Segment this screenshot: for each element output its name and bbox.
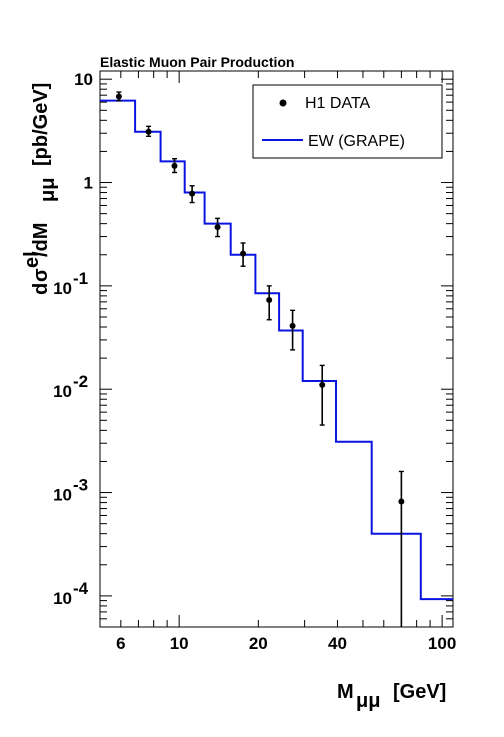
y-tick-label-5: 10 xyxy=(53,589,72,608)
data-point-2 xyxy=(171,162,178,169)
data-point-0 xyxy=(115,93,122,100)
grape-histogram xyxy=(100,99,453,601)
data-point-4 xyxy=(214,224,221,231)
data-points xyxy=(115,91,405,627)
legend-marker xyxy=(279,99,287,107)
y-tick-label-0: 10 xyxy=(74,70,93,89)
data-point-9 xyxy=(398,498,405,505)
legend-box xyxy=(252,84,443,159)
y-axis-label: d σ el /dM μμ [pb/GeV] xyxy=(21,83,59,295)
x-tick-label-6: 6 xyxy=(116,634,125,653)
x-axis-label-unit: [GeV] xyxy=(393,681,446,703)
grape-step-line xyxy=(100,99,453,601)
x-tick-label-100: 100 xyxy=(428,634,456,653)
y-tick-label-1: 1 xyxy=(84,174,93,193)
data-point-7 xyxy=(289,322,296,329)
y-tick-exp-5: -4 xyxy=(73,579,89,598)
y-axis-label-sub: μμ xyxy=(37,178,59,202)
y-tick-label-2: 10 xyxy=(53,279,72,298)
y-axis-label-sup: el xyxy=(21,251,43,268)
y-tick-exp-4: -3 xyxy=(73,476,88,495)
data-point-3 xyxy=(189,190,196,197)
y-axis-label-mid: /dM xyxy=(30,223,52,257)
legend: H1 DATA EW (GRAPE) xyxy=(252,84,443,159)
x-tick-label-40: 40 xyxy=(328,634,347,653)
y-axis-label-unit: [pb/GeV] xyxy=(30,83,52,166)
legend-label-h1-data: H1 DATA xyxy=(305,95,371,112)
data-point-1 xyxy=(145,128,152,135)
y-tick-exp-2: -1 xyxy=(73,269,88,288)
y-tick-label-3: 10 xyxy=(53,382,72,401)
y-tick-exp-3: -2 xyxy=(73,372,88,391)
data-point-5 xyxy=(240,250,247,257)
x-tick-label-10: 10 xyxy=(170,634,189,653)
x-tick-label-20: 20 xyxy=(249,634,268,653)
x-axis-label-sub: μμ xyxy=(356,690,380,712)
y-tick-label-4: 10 xyxy=(53,486,72,505)
chart-title: Elastic Muon Pair Production xyxy=(100,54,294,70)
y-axis-label-d: d xyxy=(30,283,52,295)
x-axis-label-main: M xyxy=(337,681,354,703)
x-axis-label: M μμ [GeV] xyxy=(337,681,446,712)
legend-label-ew-grape: EW (GRAPE) xyxy=(308,133,405,150)
data-point-8 xyxy=(319,381,326,388)
y-axis-label-sigma: σ xyxy=(30,268,52,282)
data-point-6 xyxy=(266,296,273,303)
